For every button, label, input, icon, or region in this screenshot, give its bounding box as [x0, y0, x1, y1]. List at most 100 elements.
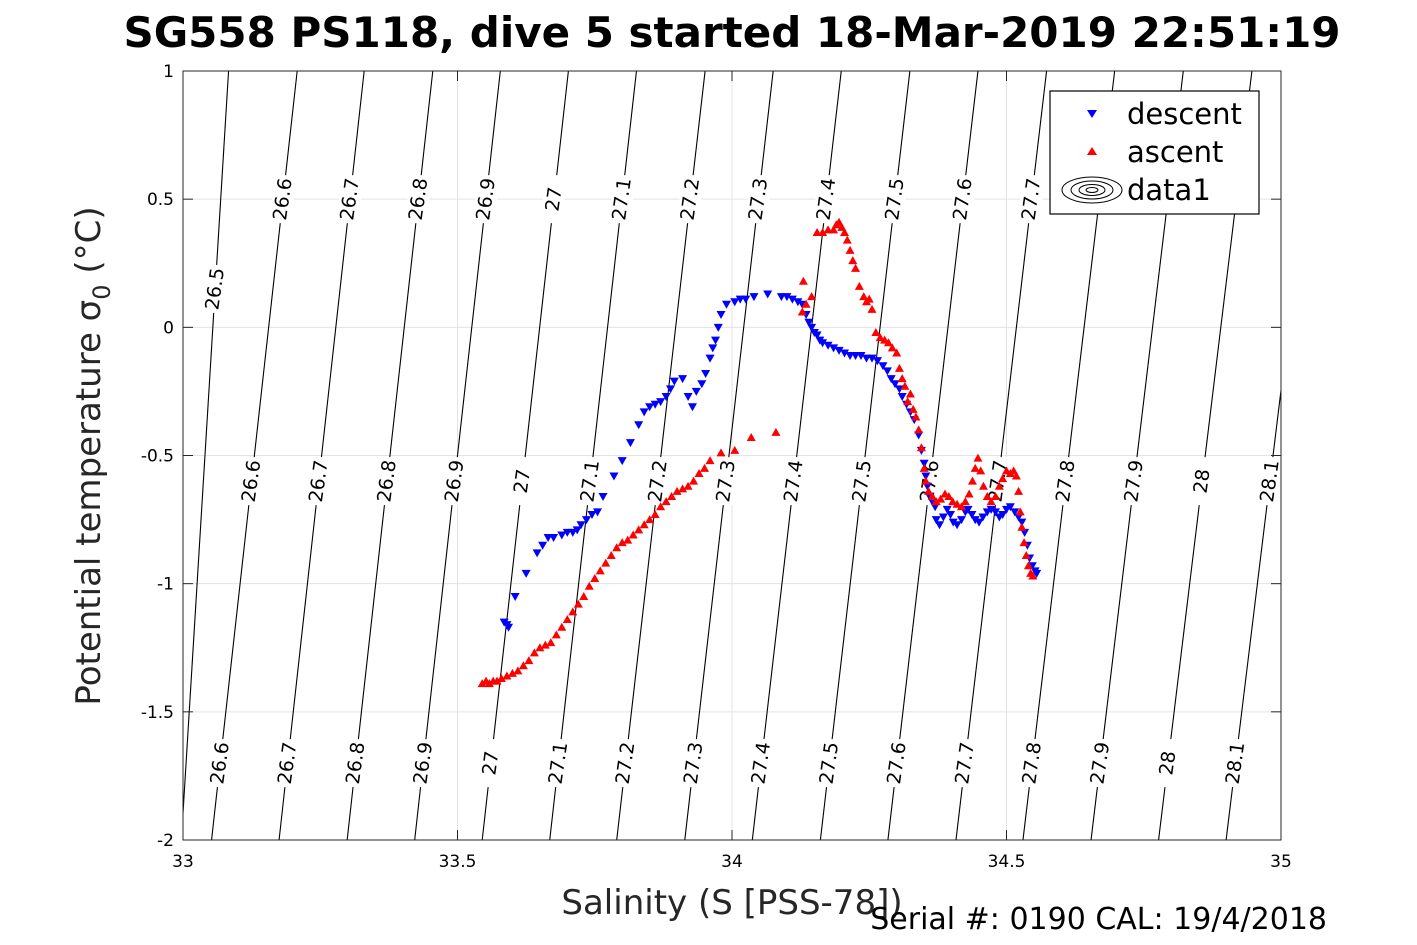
ascent-point: [807, 292, 817, 301]
contour-label-gap: [1054, 457, 1077, 506]
contour-label: 27: [541, 186, 566, 213]
descent-point: [935, 521, 945, 530]
contour-label-gap: [750, 739, 773, 788]
ascent-point: [661, 497, 671, 506]
contour-label-gap: [376, 457, 399, 506]
descent-point: [818, 339, 828, 348]
ascent-point: [875, 333, 885, 342]
ascent-point: [535, 643, 545, 652]
contour-label-gap: [204, 264, 227, 313]
descent-point: [576, 521, 586, 530]
x-tick-label: 35: [1270, 852, 1292, 872]
contour-label-gap: [1089, 739, 1112, 788]
ascent-point: [1011, 471, 1021, 480]
ascent-point: [976, 466, 986, 475]
x-tick-label: 33.5: [439, 852, 477, 872]
descent-point: [978, 513, 988, 522]
ascent-point: [927, 492, 937, 501]
descent-point: [749, 293, 759, 302]
ascent-point: [998, 474, 1008, 483]
ascent-point: [840, 227, 850, 236]
ascent-point: [978, 481, 988, 490]
descent-point: [919, 459, 929, 468]
contour-label-gap: [815, 175, 838, 224]
axes: [182, 70, 1282, 841]
ascent-point: [645, 515, 655, 524]
ascent-point: [590, 574, 600, 583]
ascent-point: [612, 543, 622, 552]
contour-label-gap: [338, 175, 361, 224]
contour-label-gap: [679, 175, 702, 224]
contour-label-gap: [818, 739, 841, 788]
y-tick-label: -0.5: [141, 447, 174, 467]
descent-point: [592, 508, 602, 517]
ascent-point: [1023, 561, 1033, 570]
descent-point: [669, 377, 679, 386]
contour-label-gap: [1021, 739, 1044, 788]
descent-point: [617, 457, 627, 466]
descent-point: [538, 541, 548, 550]
descent-point: [582, 516, 592, 525]
descent-point: [942, 505, 952, 514]
ascent-point: [892, 348, 902, 357]
ascent-point: [905, 389, 915, 398]
descent-point: [840, 349, 850, 358]
descent-point: [568, 528, 578, 537]
descent-point: [711, 336, 721, 345]
chart-title: SG558 PS118, dive 5 started 18-Mar-2019 …: [123, 8, 1340, 57]
ascent-point: [960, 497, 970, 506]
contour-label-gap: [240, 457, 263, 506]
ascent-point: [584, 581, 594, 590]
ascent-point: [595, 566, 605, 575]
x-tick-label: 34.5: [988, 852, 1026, 872]
ascent-point: [579, 591, 589, 600]
descent-point: [956, 516, 966, 525]
ascent-point: [568, 607, 578, 616]
descent-point: [1020, 528, 1030, 537]
descent-point: [834, 346, 844, 355]
y-axis-label-group: Potential temperature σ0 (°C): [69, 206, 116, 705]
contour-label-gap: [851, 457, 874, 506]
contour-label-gap: [475, 175, 498, 224]
descent-point: [722, 300, 732, 309]
serial-cal-footer: Serial #: 0190 CAL: 19/4/2018: [870, 902, 1327, 937]
ascent-point: [818, 227, 828, 236]
descent-point: [930, 503, 940, 512]
ascent-point: [551, 630, 561, 639]
descent-point: [967, 510, 977, 519]
ascent-point: [716, 448, 726, 457]
descent-point: [867, 354, 877, 363]
ascent-point: [829, 225, 839, 234]
ascent-point: [678, 484, 688, 493]
descent-point: [687, 403, 697, 412]
descent-point: [812, 331, 822, 340]
descent-point: [970, 516, 980, 525]
ascent-point: [952, 499, 962, 508]
legend-ascent-marker: [1087, 147, 1097, 155]
ascent-point: [970, 463, 980, 472]
ascent-point: [771, 427, 781, 436]
contour-label-gap: [1224, 739, 1247, 788]
descent-point: [521, 569, 531, 578]
descent-point: [705, 354, 715, 363]
contour-label-gap: [209, 739, 232, 788]
descent-point: [1032, 569, 1042, 578]
descent-point: [882, 367, 892, 376]
ascent-point: [1028, 571, 1038, 580]
ascent-point: [887, 343, 897, 352]
ascent-point: [871, 327, 881, 336]
descent-point: [823, 341, 833, 350]
ascent-point: [911, 412, 921, 421]
y-tick-label: -1: [157, 575, 174, 595]
ascent-point: [694, 468, 704, 477]
descent-point: [634, 421, 644, 430]
ascent-point: [897, 374, 907, 383]
contour-label-gap: [885, 739, 908, 788]
contour-label-gap: [987, 457, 1010, 506]
contour-label-gap: [611, 175, 634, 224]
ascent-point: [689, 476, 699, 485]
contour-label: 27: [478, 750, 503, 777]
ascent-point: [973, 453, 983, 462]
descent-point: [1017, 518, 1027, 527]
ascent-point: [848, 256, 858, 265]
